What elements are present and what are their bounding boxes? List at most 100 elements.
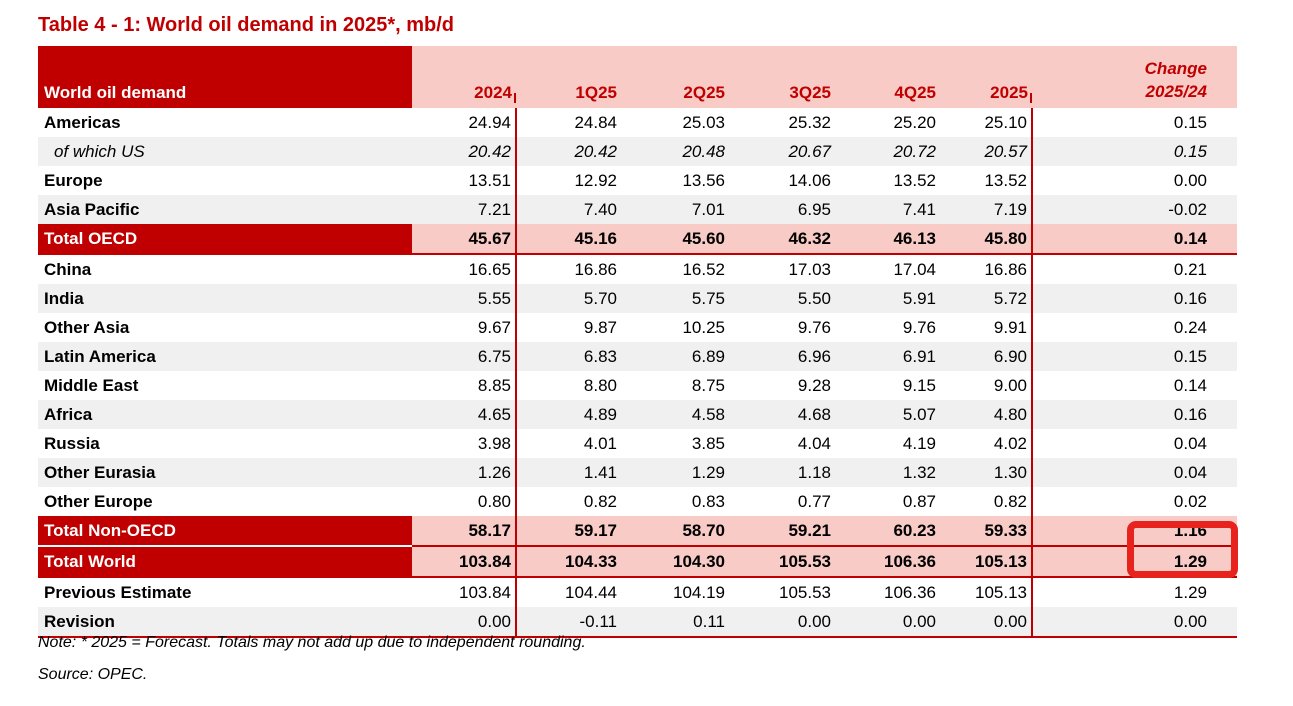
table-row: Other Eurasia 1.26 1.41 1.29 1.18 1.32 1.30 0.0… xyxy=(38,458,1237,487)
cell-value: 4.65 xyxy=(412,400,517,429)
cell-value: 5.55 xyxy=(412,284,517,313)
header-world-oil-demand: World oil demand xyxy=(38,46,412,108)
cell-value: 1.32 xyxy=(835,458,940,487)
row-label: China xyxy=(38,254,412,284)
cell-value: 13.52 xyxy=(835,166,940,195)
cell-value: 13.51 xyxy=(412,166,517,195)
cell-value: -0.11 xyxy=(516,607,621,638)
cell-value: 0.00 xyxy=(835,607,940,638)
header-change-line1: Change xyxy=(1144,59,1207,78)
cell-value: 9.87 xyxy=(516,313,621,342)
cell-change-value: 0.21 xyxy=(1032,254,1237,284)
header-col-2024: 2024 xyxy=(412,46,516,108)
header-col-2Q25: 2Q25 xyxy=(621,46,729,108)
cell-change-value: 0.04 xyxy=(1032,458,1237,487)
header-col-4Q25: 4Q25 xyxy=(835,46,940,108)
cell-value: 4.01 xyxy=(516,429,621,458)
cell-value: 59.33 xyxy=(940,516,1033,547)
row-label: Americas xyxy=(38,108,412,137)
cell-value: 4.89 xyxy=(516,400,621,429)
cell-value: 105.53 xyxy=(729,546,835,578)
cell-value: 9.67 xyxy=(412,313,517,342)
cell-value: 0.77 xyxy=(729,487,835,516)
cell-change-value: -0.02 xyxy=(1032,195,1237,224)
cell-value: 20.72 xyxy=(835,137,940,166)
cell-value: 20.67 xyxy=(729,137,835,166)
cell-change-value: 0.00 xyxy=(1032,607,1237,638)
cell-value: 1.18 xyxy=(729,458,835,487)
cell-value: 3.98 xyxy=(412,429,517,458)
cell-value: 1.26 xyxy=(412,458,517,487)
cell-value: 104.30 xyxy=(621,546,729,578)
cell-value: 13.52 xyxy=(940,166,1033,195)
cell-value: 20.42 xyxy=(412,137,517,166)
cell-change-value: 1.29 xyxy=(1032,546,1237,578)
header-col-2025: 2025 xyxy=(940,46,1032,108)
cell-change-value: 0.02 xyxy=(1032,487,1237,516)
cell-change-value: 0.15 xyxy=(1032,137,1237,166)
cell-value: 106.36 xyxy=(835,546,940,578)
cell-value: 104.44 xyxy=(516,577,621,607)
cell-value: 105.53 xyxy=(729,577,835,607)
cell-value: 25.03 xyxy=(621,108,729,137)
cell-value: 105.13 xyxy=(940,546,1033,578)
cell-value: 7.01 xyxy=(621,195,729,224)
cell-value: 0.82 xyxy=(940,487,1033,516)
table-row: China 16.65 16.86 16.52 17.03 17.04 16.86 0.21 xyxy=(38,254,1237,284)
cell-value: 8.80 xyxy=(516,371,621,400)
cell-change-value: 0.15 xyxy=(1032,108,1237,137)
header-col-3Q25: 3Q25 xyxy=(729,46,835,108)
cell-value: 59.17 xyxy=(516,516,621,547)
row-label: Previous Estimate xyxy=(38,577,412,607)
table-row: Total Non-OECD 58.17 59.17 58.70 59.21 60.23 5… xyxy=(38,516,1237,547)
cell-value: 9.00 xyxy=(940,371,1033,400)
cell-value: 3.85 xyxy=(621,429,729,458)
table-row: Asia Pacific 7.21 7.40 7.01 6.95 7.41 7.19 -0.0… xyxy=(38,195,1237,224)
cell-value: 25.10 xyxy=(940,108,1033,137)
cell-value: 7.19 xyxy=(940,195,1033,224)
cell-value: 4.80 xyxy=(940,400,1033,429)
table-row: Revision 0.00 -0.11 0.11 0.00 0.00 0.00 0.00 xyxy=(38,607,1237,638)
row-label: Russia xyxy=(38,429,412,458)
cell-value: 24.84 xyxy=(516,108,621,137)
cell-value: 0.80 xyxy=(412,487,517,516)
cell-value: 17.03 xyxy=(729,254,835,284)
row-label: Africa xyxy=(38,400,412,429)
table-row: Latin America 6.75 6.83 6.89 6.96 6.91 6.90 0.1… xyxy=(38,342,1237,371)
cell-value: 9.91 xyxy=(940,313,1033,342)
cell-value: 6.75 xyxy=(412,342,517,371)
cell-value: 7.40 xyxy=(516,195,621,224)
cell-value: 46.13 xyxy=(835,224,940,255)
cell-value: 105.13 xyxy=(940,577,1033,607)
cell-value: 5.72 xyxy=(940,284,1033,313)
cell-change-value: 0.14 xyxy=(1032,371,1237,400)
cell-value: 8.85 xyxy=(412,371,517,400)
cell-value: 1.29 xyxy=(621,458,729,487)
table-row: Africa 4.65 4.89 4.58 4.68 5.07 4.80 0.16 xyxy=(38,400,1237,429)
cell-value: 0.87 xyxy=(835,487,940,516)
header-row: World oil demand 2024 1Q25 2Q25 3Q25 4Q25 202… xyxy=(38,46,1237,108)
cell-value: 20.57 xyxy=(940,137,1033,166)
cell-value: 9.76 xyxy=(729,313,835,342)
header-change-line2: 2025/24 xyxy=(1145,82,1207,101)
header-change-2025-24: Change 2025/24 xyxy=(1032,46,1237,108)
cell-value: 6.91 xyxy=(835,342,940,371)
header-column-divider-2024 xyxy=(514,93,516,103)
cell-change-value: 1.29 xyxy=(1032,577,1237,607)
cell-value: 46.32 xyxy=(729,224,835,255)
cell-change-value: 0.15 xyxy=(1032,342,1237,371)
page-title: Table 4 - 1: World oil demand in 2025*, … xyxy=(38,14,455,36)
row-label: Europe xyxy=(38,166,412,195)
row-label: Total Non-OECD xyxy=(38,516,412,547)
cell-change-value: 0.04 xyxy=(1032,429,1237,458)
cell-value: 12.92 xyxy=(516,166,621,195)
table-row: of which US 20.42 20.42 20.48 20.67 20.72 20.5… xyxy=(38,137,1237,166)
cell-value: 25.20 xyxy=(835,108,940,137)
cell-value: 5.50 xyxy=(729,284,835,313)
header-column-divider-2025 xyxy=(1030,93,1032,103)
row-label: of which US xyxy=(38,137,412,166)
cell-value: 20.42 xyxy=(516,137,621,166)
cell-value: 5.70 xyxy=(516,284,621,313)
cell-value: 24.94 xyxy=(412,108,517,137)
cell-value: 106.36 xyxy=(835,577,940,607)
